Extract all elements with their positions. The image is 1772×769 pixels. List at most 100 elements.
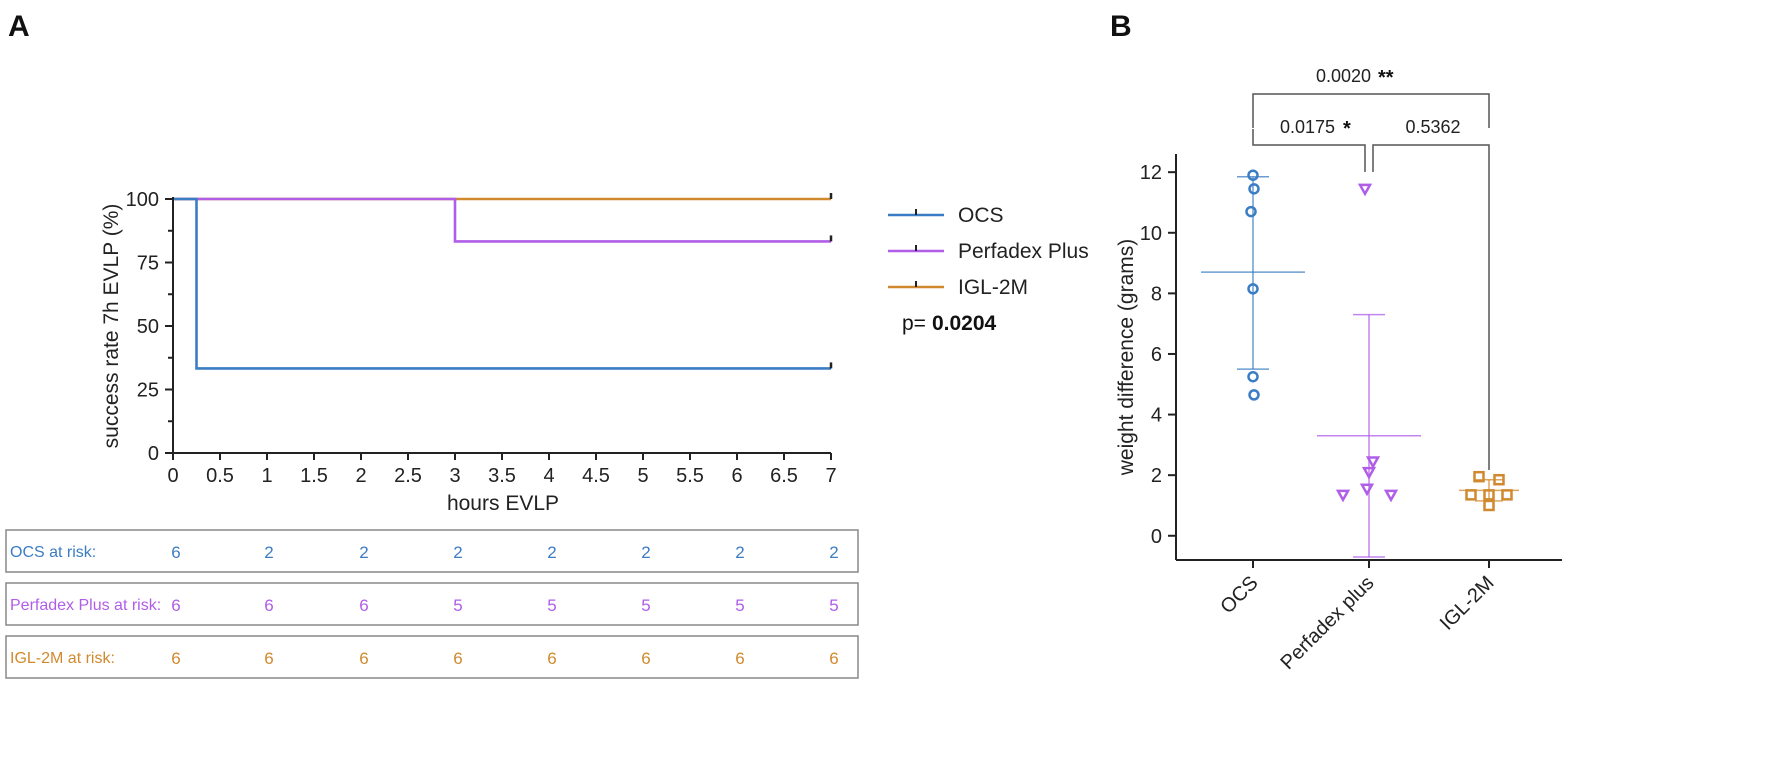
risk-row-box [5,529,859,573]
data-point [1247,370,1259,383]
panel-b-letter: B [1110,10,1132,43]
bracket-ocs-perfadex [1252,129,1366,172]
risk-count: 2 [547,543,556,562]
bracket-p-ocs-perfadex: 0.0175 [1280,117,1335,137]
bracket-p-perfadex-igl: 0.5362 [1405,117,1460,137]
km-y-axis-label: success rate 7h EVLP (%) [100,204,123,449]
risk-count: 2 [264,543,273,562]
km-x-tick-label: 1 [261,465,272,487]
risk-table: OCS at risk: 6 2 2 2 2 2 2 2 Perfadex Plus at ris… [5,529,859,679]
km-x-tick-label: 7 [825,465,836,487]
km-x-tick-label: 0 [167,465,178,487]
km-chart: 0 0.5 1 1.5 2 2.5 3 3.5 4 4.5 5 5.5 6 6.5 70255075100 … [100,189,837,515]
bracket-ocs-igl [1252,93,1490,128]
km-y-tick-label: 25 [137,380,159,402]
km-series-perfadex-plus [173,197,831,243]
data-point [1473,470,1485,483]
risk-count: 2 [641,543,650,562]
km-y-tick-label: 75 [137,253,159,275]
km-x-tick-label: 0.5 [206,465,234,487]
km-x-tick-label: 1.5 [300,465,328,487]
weight-category-label: IGL-2M [1436,572,1499,635]
risk-row-box [5,582,859,626]
risk-count: 6 [641,649,650,668]
bracket-stars-ocs-igl: ** [1378,67,1394,89]
risk-count: 5 [829,596,838,615]
p-value-label: p= [902,312,926,335]
risk-count: 5 [735,596,744,615]
weight-y-tick-label: 4 [1151,405,1162,427]
data-point [1465,489,1477,501]
risk-count: 6 [453,649,462,668]
data-point [1335,489,1351,503]
legend-label-perfadex: Perfadex Plus [958,240,1089,263]
km-x-tick-label: 6 [731,465,742,487]
km-x-axis-label: hours EVLP [447,492,559,515]
km-legend: OCS Perfadex Plus IGL-2M p= 0.0204 [888,204,1089,335]
data-point [1247,283,1259,295]
risk-count: 6 [359,649,368,668]
km-x-tick-label: 4.5 [582,465,610,487]
km-x-tick-label: 2.5 [394,465,422,487]
km-x-tick-label: 2 [355,465,366,487]
weight-y-tick-label: 6 [1151,344,1162,366]
km-y-tick-label: 0 [148,443,159,465]
risk-count: 6 [829,649,838,668]
weight-category-label: Perfadex plus [1277,572,1379,674]
risk-count: 6 [735,649,744,668]
risk-row-label: OCS at risk: [10,544,96,561]
legend-item-igl: IGL-2M [888,276,1028,299]
data-point [1361,466,1377,480]
weight-y-tick-label: 8 [1151,283,1162,305]
legend-item-perfadex: Perfadex Plus [888,240,1089,263]
legend-label-igl: IGL-2M [958,276,1028,299]
km-x-tick-label: 3 [449,465,460,487]
risk-count: 2 [735,543,744,562]
risk-count: 2 [829,543,838,562]
legend-item-ocs: OCS [888,204,1004,227]
risk-count: 6 [171,543,180,562]
panel-a-letter: A [8,10,30,43]
risk-count: 6 [171,596,180,615]
weight-y-tick-label: 2 [1151,465,1162,487]
data-point [1365,456,1381,470]
p-value-number: 0.0204 [932,312,997,335]
km-y-tick-label: 50 [137,316,159,338]
data-point [1248,183,1260,195]
data-point [1483,499,1495,512]
weight-y-tick-label: 10 [1140,223,1162,245]
risk-row-label: Perfadex Plus at risk: [10,597,161,614]
risk-count: 6 [359,596,368,615]
bracket-perfadex-igl [1372,144,1490,470]
risk-row-box [5,635,859,679]
km-x-tick-label: 5.5 [676,465,704,487]
risk-count: 5 [453,596,462,615]
p-value-text: p= 0.0204 [902,312,997,335]
weight-category-label: OCS [1216,572,1262,618]
data-point [1245,205,1257,218]
km-y-tick-label: 100 [126,189,159,211]
km-x-tick-label: 5 [637,465,648,487]
bracket-p-ocs-igl: 0.0020 [1316,66,1371,86]
weight-y-tick-label: 0 [1151,526,1162,548]
bracket-stars-ocs-perfadex: * [1343,118,1351,140]
risk-count: 6 [171,649,180,668]
risk-count: 5 [547,596,556,615]
data-point [1493,473,1505,486]
risk-count: 6 [264,596,273,615]
weight-y-tick-label: 12 [1140,162,1162,184]
km-x-tick-label: 3.5 [488,465,516,487]
risk-count: 5 [641,596,650,615]
data-point [1501,489,1513,501]
km-x-tick-label: 6.5 [770,465,798,487]
km-x-tick-label: 4 [543,465,554,487]
risk-count: 2 [453,543,462,562]
risk-count: 6 [264,649,273,668]
risk-row-label: IGL-2M at risk: [10,650,115,667]
data-point [1357,183,1373,197]
data-point [1247,169,1259,181]
data-point [1248,389,1260,401]
risk-count: 2 [359,543,368,562]
